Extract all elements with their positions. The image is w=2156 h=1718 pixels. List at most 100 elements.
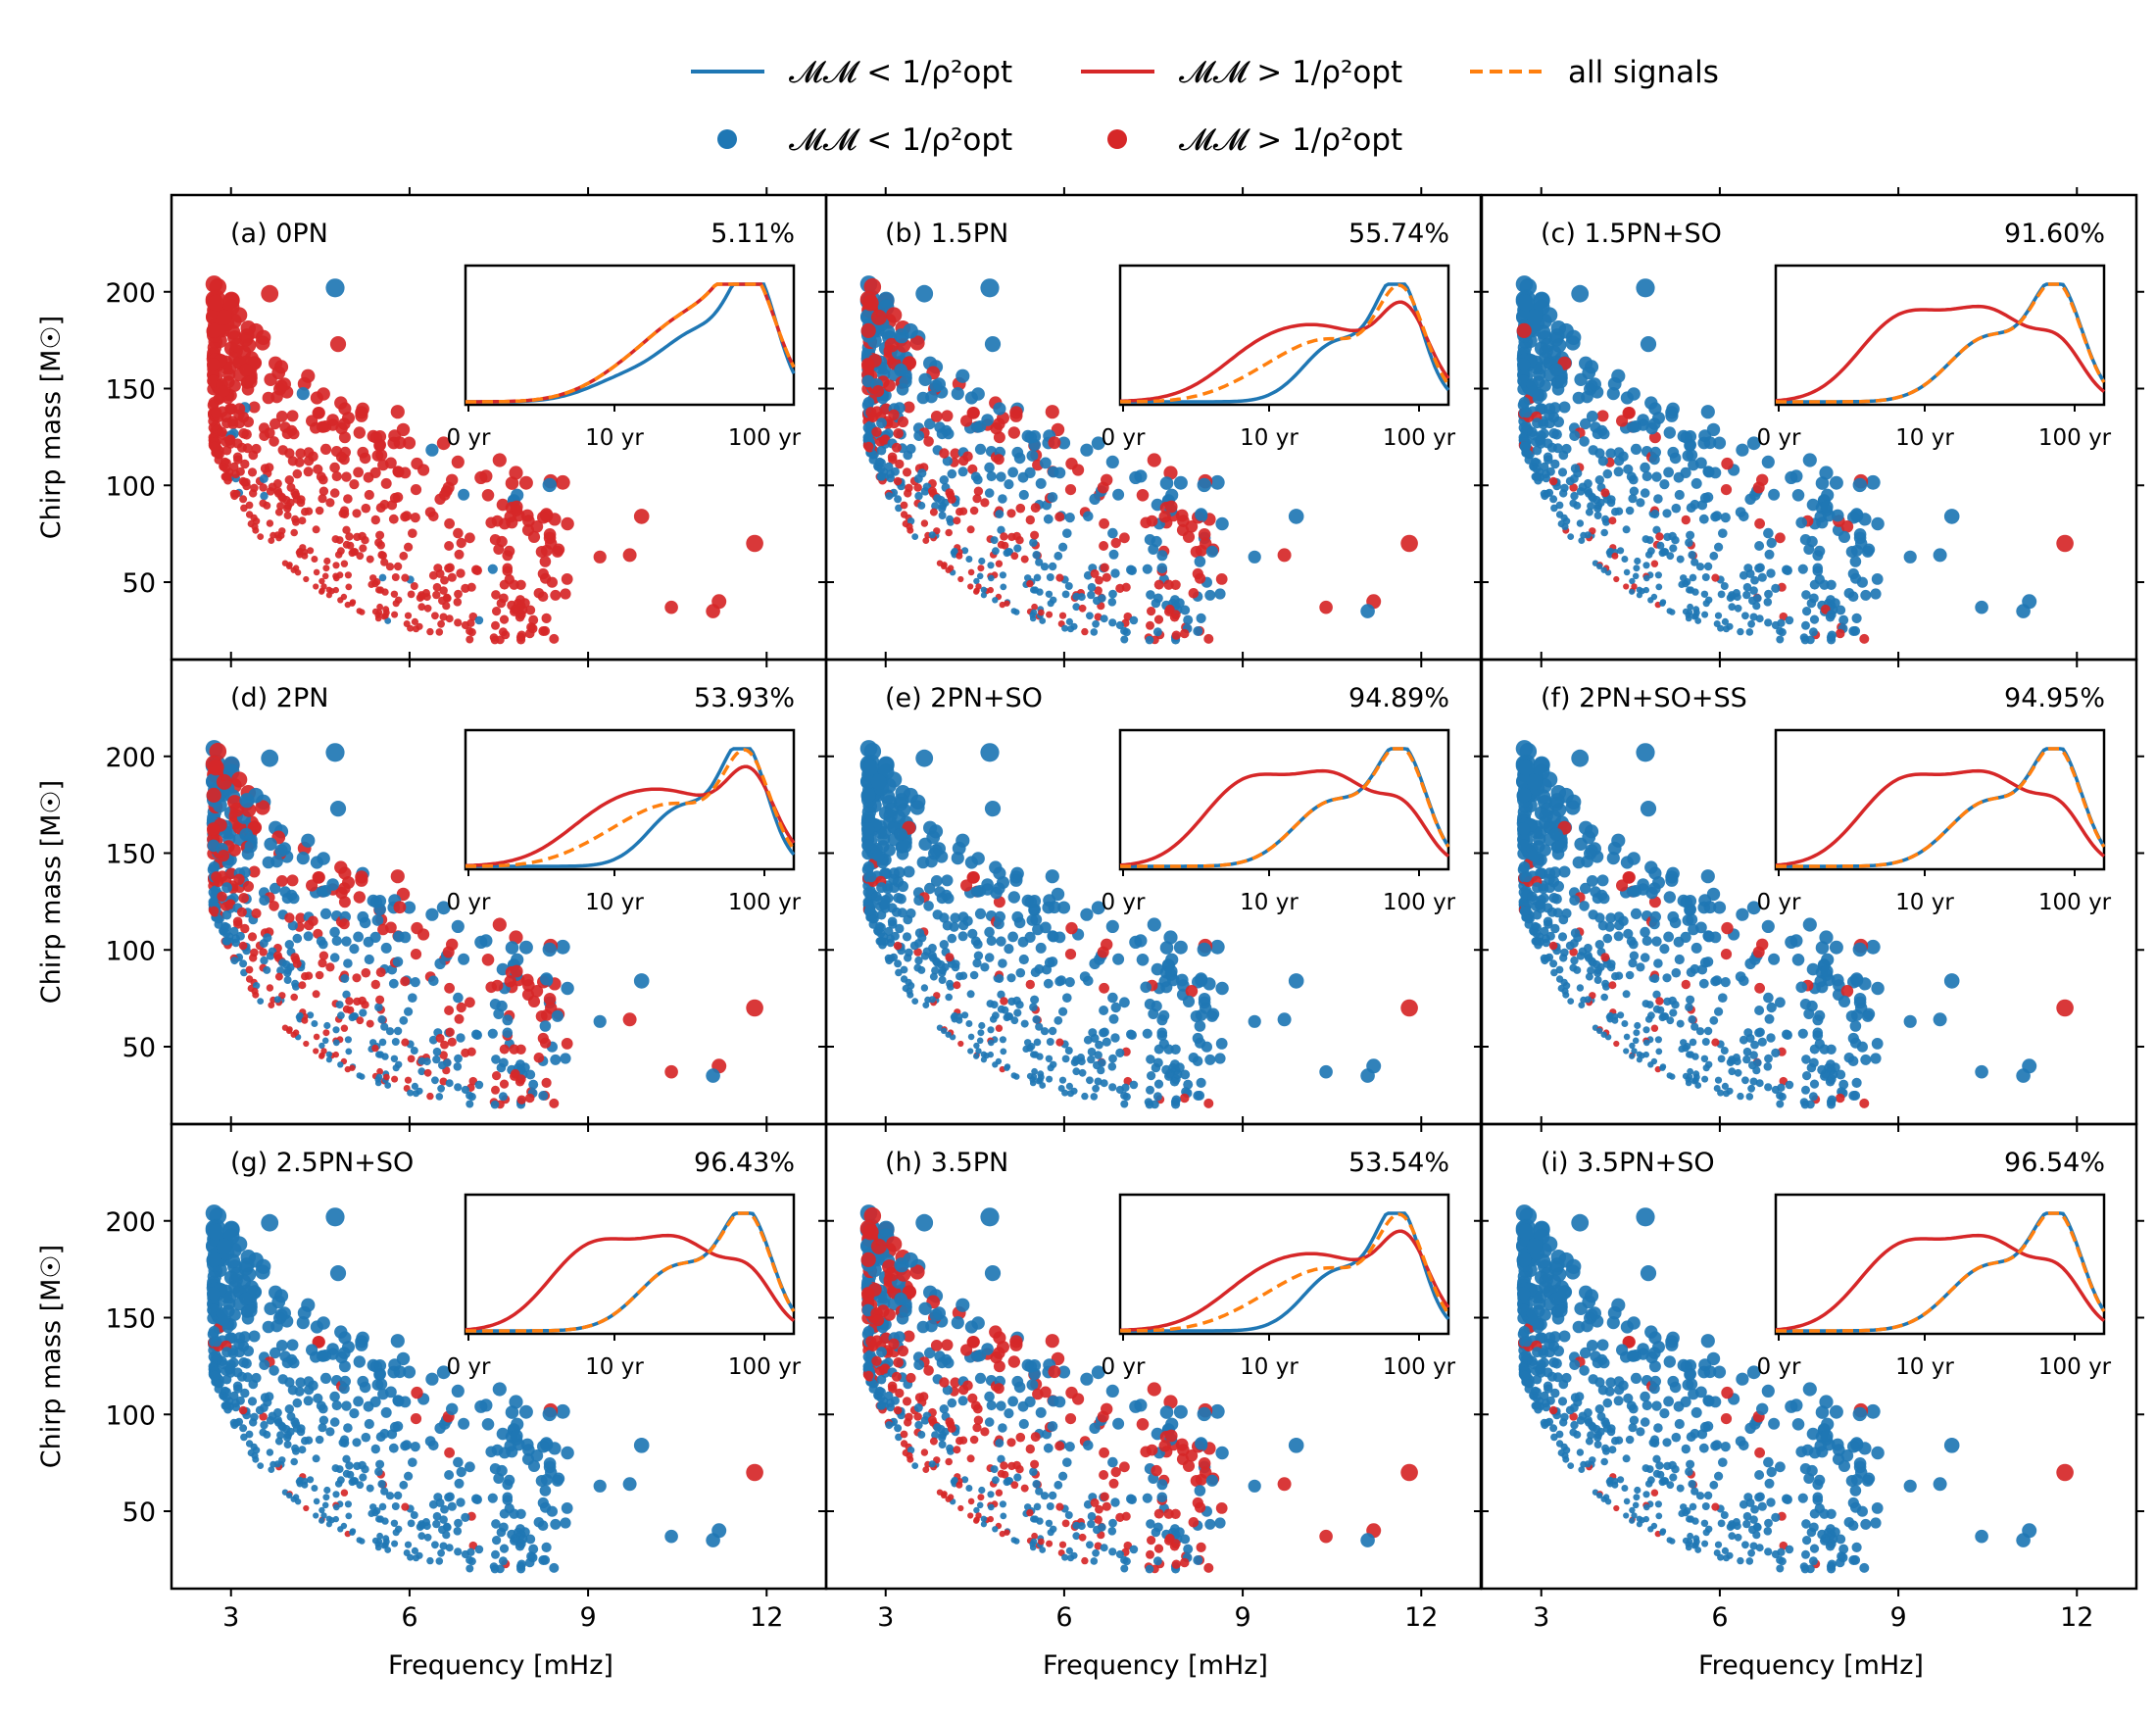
data-point: [432, 1055, 441, 1064]
data-point: [266, 984, 274, 992]
data-point: [1035, 1487, 1044, 1496]
data-point: [1849, 1020, 1862, 1032]
data-point: [435, 1557, 444, 1565]
data-point: [967, 928, 978, 939]
x-tick-label: 9: [579, 1602, 596, 1633]
data-point: [399, 1015, 409, 1025]
data-point: [316, 936, 326, 947]
data-point: [1687, 603, 1693, 611]
y-axis-label: Chirp mass [M☉]: [36, 316, 67, 539]
data-point: [251, 443, 262, 455]
data-point: [1007, 891, 1021, 904]
data-point: [1561, 908, 1572, 919]
data-point: [1026, 579, 1034, 588]
data-point: [1660, 548, 1668, 557]
data-point: [922, 1466, 930, 1473]
data-point: [283, 1441, 292, 1448]
data-point: [911, 533, 919, 540]
data-point: [1094, 1077, 1102, 1086]
data-point: [447, 1037, 457, 1047]
data-point: [1043, 1443, 1054, 1453]
data-point: [423, 1533, 432, 1542]
data-point: [1717, 624, 1725, 632]
data-point: [1600, 953, 1610, 962]
data-point: [1737, 1092, 1744, 1101]
data-point: [1179, 1093, 1190, 1104]
data-point: [296, 1476, 304, 1484]
data-point: [1147, 1382, 1161, 1397]
data-point: [1083, 1440, 1094, 1451]
data-point: [1611, 1016, 1619, 1024]
data-point: [1190, 546, 1202, 558]
data-point: [1197, 942, 1212, 957]
data-point: [971, 387, 985, 401]
data-point: [1108, 1083, 1117, 1092]
data-point: [245, 975, 254, 983]
data-point: [993, 454, 1004, 466]
data-point: [1636, 278, 1655, 298]
data-point: [1054, 976, 1065, 987]
data-point: [1548, 476, 1558, 486]
data-point: [1198, 528, 1211, 541]
data-point: [259, 895, 270, 906]
data-point: [1852, 942, 1868, 957]
data-point: [1791, 489, 1805, 502]
data-point: [1072, 1067, 1081, 1076]
data-point: [862, 759, 879, 776]
data-point: [967, 871, 980, 884]
data-point: [371, 1379, 384, 1391]
data-point: [971, 852, 985, 865]
data-point: [332, 562, 340, 569]
data-point: [391, 1038, 400, 1046]
data-point: [1584, 951, 1592, 960]
data-point: [1749, 1077, 1758, 1086]
data-point: [274, 972, 283, 981]
data-point: [502, 1014, 514, 1026]
data-point: [255, 800, 270, 815]
data-point: [1573, 965, 1582, 974]
data-point: [276, 966, 285, 975]
data-point: [1007, 426, 1021, 439]
data-point: [325, 1051, 332, 1058]
data-point: [313, 1033, 320, 1041]
data-point: [980, 743, 1000, 762]
data-point: [1745, 1093, 1754, 1101]
inset-tick-label: 0 yr: [1756, 425, 1801, 451]
data-point: [1146, 1055, 1155, 1064]
data-point: [1933, 1012, 1947, 1027]
data-point: [897, 880, 909, 893]
data-point: [335, 1465, 344, 1474]
data-point: [1687, 1067, 1693, 1075]
data-point: [233, 1338, 245, 1350]
data-point: [1850, 508, 1864, 521]
data-point: [301, 833, 316, 848]
data-point: [992, 597, 999, 604]
data-point: [1806, 598, 1817, 609]
data-point: [1061, 1055, 1070, 1063]
data-point: [233, 873, 245, 885]
data-point: [987, 574, 995, 582]
data-point: [322, 1029, 330, 1037]
data-point: [928, 486, 937, 496]
data-point: [886, 934, 895, 944]
data-point: [933, 958, 942, 967]
data-point: [1663, 997, 1672, 1006]
data-point: [454, 1518, 463, 1528]
data-point: [259, 1359, 270, 1370]
data-point: [893, 893, 904, 904]
data-point: [239, 793, 255, 809]
data-point: [1739, 975, 1749, 987]
data-point: [1110, 537, 1121, 549]
data-point: [1029, 1467, 1038, 1476]
data-point: [1685, 538, 1693, 547]
data-point: [1659, 479, 1670, 490]
data-point: [349, 1064, 356, 1071]
data-point: [542, 1406, 557, 1422]
inset: 0 yr 10 yr 100 yr: [1101, 264, 1456, 451]
data-point: [371, 1044, 379, 1053]
data-point: [1721, 921, 1734, 935]
data-point: [1080, 908, 1094, 921]
data-point: [1720, 582, 1729, 590]
data-point: [445, 1027, 455, 1037]
data-point: [1736, 908, 1749, 921]
